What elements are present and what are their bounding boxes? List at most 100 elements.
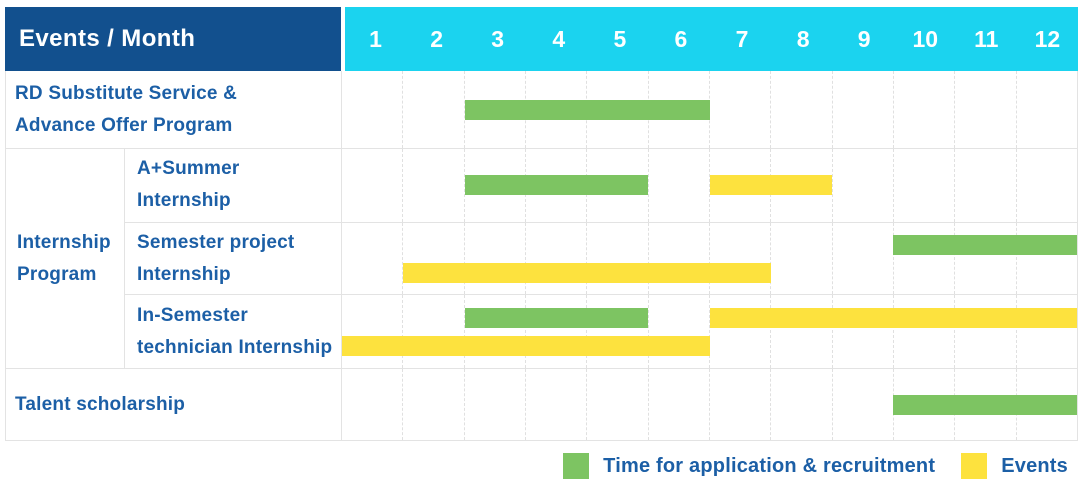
yellow-bar xyxy=(709,175,832,196)
bar-line xyxy=(342,262,1077,283)
gridline-col xyxy=(524,369,586,440)
legend: Time for application & recruitment Events xyxy=(563,453,1068,479)
bar-lines xyxy=(342,149,1077,222)
table-header: Events / Month 1 2 3 4 5 6 7 8 9 10 11 12 xyxy=(5,7,1078,71)
group-label-internship-group: Internship Program xyxy=(6,149,125,368)
gridline-col xyxy=(770,369,831,440)
gridline-col xyxy=(402,295,463,369)
row-label-a-summer-line: A+Summer xyxy=(137,158,240,180)
row-label-in-semester: In-Semester technician Internship xyxy=(125,295,342,369)
events-month-table: Events / Month 1 2 3 4 5 6 7 8 9 10 11 12 RD Substi… xyxy=(5,7,1078,441)
gridline-col xyxy=(831,369,893,440)
green-bar xyxy=(464,99,710,120)
gridline-col xyxy=(586,295,647,369)
gridline-col xyxy=(524,222,586,295)
row-label-rd: RD Substitute Service & Advance Offer Pro… xyxy=(6,71,342,148)
month-label-3: 3 xyxy=(491,25,505,52)
month-label-11: 11 xyxy=(974,25,999,52)
bar-line xyxy=(342,234,1077,255)
gridline-col xyxy=(892,222,954,295)
month-label-9: 9 xyxy=(857,25,871,52)
legend-item-yellow: Events xyxy=(961,453,1068,479)
gridline-col xyxy=(770,295,831,369)
gridline-col xyxy=(892,149,954,222)
month-header: 1 2 3 4 5 6 7 8 9 10 11 12 xyxy=(345,7,1078,71)
gridline-col xyxy=(647,295,709,369)
month-label-10: 10 xyxy=(912,25,939,52)
bar-lines xyxy=(342,223,1077,295)
gridline-col xyxy=(402,71,463,148)
yellow-bar xyxy=(403,262,771,283)
gridline-col xyxy=(586,222,647,295)
month-label-2: 2 xyxy=(430,25,444,52)
table-row-a-summer: A+Summer Internship xyxy=(125,149,1077,222)
table-row-rd: RD Substitute Service & Advance Offer Pro… xyxy=(6,71,1077,148)
chart-cell-talent xyxy=(342,369,1077,440)
gridline-col xyxy=(954,71,1015,148)
row-label-a-summer: A+Summer Internship xyxy=(125,149,342,222)
gridline-col xyxy=(647,369,709,440)
gridline-col xyxy=(708,295,770,369)
bar-line xyxy=(342,175,1077,196)
gridline-col xyxy=(463,149,525,222)
month-gridlines xyxy=(342,222,1077,295)
row-label-talent-line: Talent scholarship xyxy=(15,393,186,415)
green-swatch-icon xyxy=(563,453,590,479)
gridline-col xyxy=(402,222,463,295)
gridline-col xyxy=(708,222,770,295)
green-bar xyxy=(893,234,1077,255)
gridline-col xyxy=(402,149,463,222)
yellow-bar xyxy=(709,307,1077,328)
gridline-col xyxy=(586,369,647,440)
bar-line xyxy=(342,335,1077,356)
gridline-col xyxy=(770,222,831,295)
gridline-col xyxy=(647,222,709,295)
chart-cell-in-semester xyxy=(342,295,1077,369)
gridline-col xyxy=(831,222,893,295)
legend-item-green: Time for application & recruitment xyxy=(563,453,935,479)
gridline-col xyxy=(463,295,525,369)
gridline-col xyxy=(463,71,525,148)
bar-lines xyxy=(342,71,1077,148)
table-row-in-semester: In-Semester technician Internship xyxy=(125,294,1077,369)
legend-label-green: Time for application & recruitment xyxy=(603,454,936,477)
month-label-4: 4 xyxy=(552,25,566,52)
row-label-talent: Talent scholarship xyxy=(6,369,342,440)
sub-rows-internship-group: A+Summer Internship Semester project Intern… xyxy=(125,149,1077,369)
chart-cell-semester-project xyxy=(342,222,1077,295)
gridline-col xyxy=(954,222,1015,295)
header-gap xyxy=(341,7,345,71)
gridline-col xyxy=(402,369,463,440)
bar-line xyxy=(342,99,1077,120)
group-label-internship-group-line: Program xyxy=(17,263,97,285)
table-row-talent: Talent scholarship xyxy=(6,368,1077,440)
gridline-col xyxy=(463,222,525,295)
yellow-swatch-icon xyxy=(961,453,988,479)
gridline-col xyxy=(463,369,525,440)
gridline-col xyxy=(708,369,770,440)
row-label-a-summer-line: Internship xyxy=(137,190,231,212)
row-label-in-semester-line: technician Internship xyxy=(137,336,333,358)
chart-cell-rd xyxy=(342,71,1077,148)
month-label-8: 8 xyxy=(796,25,810,52)
gridline-col xyxy=(1015,222,1077,295)
gridline-col xyxy=(524,295,586,369)
gridline-col xyxy=(1015,71,1077,148)
row-label-in-semester-line: In-Semester xyxy=(137,304,248,326)
gridline-col xyxy=(831,71,893,148)
bar-line xyxy=(342,307,1077,328)
table-body: RD Substitute Service & Advance Offer Pro… xyxy=(5,71,1078,441)
green-bar xyxy=(893,394,1077,415)
gridline-col xyxy=(831,149,893,222)
legend-label-yellow: Events xyxy=(1001,454,1068,477)
group-label-internship-group-line: Internship xyxy=(17,231,111,253)
corner-header: Events / Month xyxy=(5,7,341,71)
month-gridlines xyxy=(342,295,1077,369)
month-label-5: 5 xyxy=(613,25,627,52)
gridline-col xyxy=(892,71,954,148)
gridline-col xyxy=(708,149,770,222)
bar-lines xyxy=(342,295,1077,368)
green-bar xyxy=(464,175,649,196)
yellow-bar xyxy=(342,335,710,356)
